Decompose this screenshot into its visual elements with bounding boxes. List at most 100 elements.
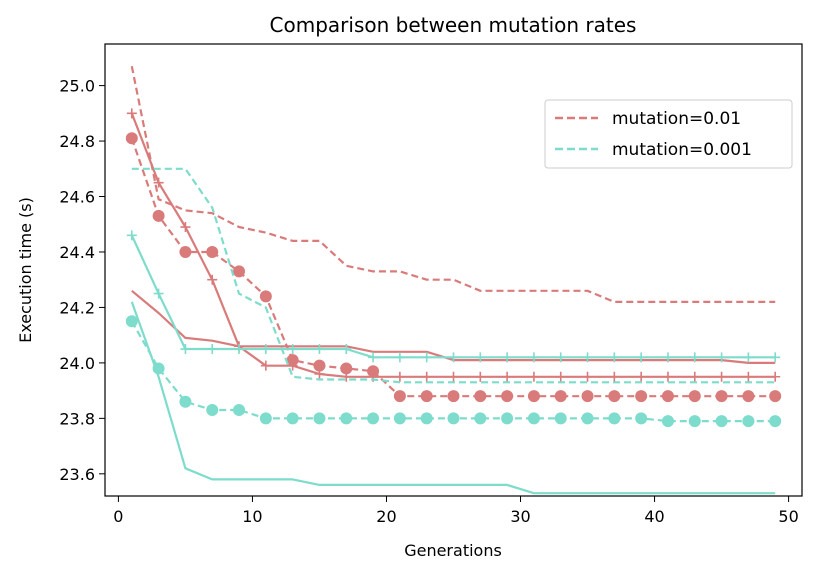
data-point xyxy=(180,222,191,233)
data-point xyxy=(689,352,700,363)
data-point xyxy=(367,412,380,425)
series-line xyxy=(130,320,776,423)
data-point xyxy=(341,344,352,355)
series-7-group xyxy=(126,230,781,363)
series-line xyxy=(130,301,776,495)
data-point xyxy=(661,390,674,403)
data-point xyxy=(716,371,727,382)
data-point xyxy=(447,390,460,403)
data-point xyxy=(420,412,433,425)
data-point xyxy=(742,415,755,428)
data-point xyxy=(179,245,192,258)
series-4-group xyxy=(125,132,782,403)
x-tick-label: 50 xyxy=(778,507,798,526)
data-point xyxy=(581,412,594,425)
data-point xyxy=(635,390,648,403)
data-point xyxy=(207,344,218,355)
data-point xyxy=(743,352,754,363)
data-point xyxy=(608,390,621,403)
data-point xyxy=(555,352,566,363)
data-point xyxy=(554,412,567,425)
data-point xyxy=(608,412,621,425)
data-point xyxy=(448,371,459,382)
data-point xyxy=(716,352,727,363)
data-point xyxy=(501,412,514,425)
data-point xyxy=(233,265,246,278)
data-point xyxy=(689,371,700,382)
legend-label-mutation-0.01: mutation=0.01 xyxy=(612,109,741,129)
data-point xyxy=(770,371,781,382)
data-point xyxy=(502,371,513,382)
x-axis: 0 10 20 30 40 50 xyxy=(113,496,799,526)
data-point xyxy=(742,390,755,403)
chart-title: Comparison between mutation rates xyxy=(270,13,637,37)
series-1-group xyxy=(130,65,776,303)
series-8-group xyxy=(125,315,782,428)
data-point xyxy=(259,290,272,303)
data-point xyxy=(206,245,219,258)
data-point xyxy=(259,412,272,425)
data-point xyxy=(313,359,326,372)
data-point xyxy=(206,404,219,417)
data-point xyxy=(554,390,567,403)
data-point xyxy=(234,344,245,355)
data-point xyxy=(340,412,353,425)
series-line xyxy=(131,167,776,384)
data-point xyxy=(502,352,513,363)
data-point xyxy=(125,132,138,145)
data-point xyxy=(153,288,164,299)
series-line xyxy=(130,234,776,359)
data-point xyxy=(636,371,647,382)
data-point xyxy=(769,390,782,403)
data-point xyxy=(126,230,137,241)
data-point xyxy=(393,390,406,403)
data-point xyxy=(180,344,191,355)
data-point xyxy=(421,352,432,363)
data-point xyxy=(582,371,593,382)
data-point xyxy=(581,390,594,403)
series-6-group xyxy=(130,301,776,495)
data-point xyxy=(474,390,487,403)
data-point xyxy=(152,362,165,375)
data-point xyxy=(448,352,459,363)
data-point xyxy=(420,390,433,403)
x-tick-label: 0 xyxy=(113,507,123,526)
x-tick-label: 40 xyxy=(644,507,664,526)
data-point xyxy=(609,371,620,382)
legend: mutation=0.01 mutation=0.001 xyxy=(544,99,793,169)
data-point xyxy=(528,371,539,382)
data-point xyxy=(527,412,540,425)
y-tick-label: 23.6 xyxy=(59,465,95,484)
data-point xyxy=(636,352,647,363)
data-point xyxy=(125,315,138,328)
series-5-group xyxy=(131,167,776,384)
data-point xyxy=(313,412,326,425)
y-tick-label: 24.6 xyxy=(59,188,95,207)
data-point xyxy=(394,352,405,363)
data-point xyxy=(501,390,514,403)
data-point xyxy=(233,404,246,417)
y-tick-label: 23.8 xyxy=(59,409,95,428)
data-point xyxy=(635,412,648,425)
series-line xyxy=(130,65,776,303)
y-tick-label: 24.0 xyxy=(59,354,95,373)
data-point xyxy=(474,412,487,425)
data-point xyxy=(475,371,486,382)
data-point xyxy=(582,352,593,363)
data-point xyxy=(715,415,728,428)
y-tick-label: 24.4 xyxy=(59,243,95,262)
data-point xyxy=(260,360,271,371)
y-axis: 23.6 23.8 24.0 24.2 24.4 24.6 24.8 25.0 xyxy=(59,77,105,484)
data-point xyxy=(207,274,218,285)
data-point xyxy=(260,344,271,355)
y-tick-label: 24.8 xyxy=(59,132,95,151)
data-point xyxy=(286,412,299,425)
legend-box xyxy=(544,99,793,169)
plot-frame xyxy=(104,43,803,497)
data-point xyxy=(394,371,405,382)
y-tick-label: 25.0 xyxy=(59,77,95,96)
data-point xyxy=(475,352,486,363)
y-tick-label: 24.2 xyxy=(59,298,95,317)
